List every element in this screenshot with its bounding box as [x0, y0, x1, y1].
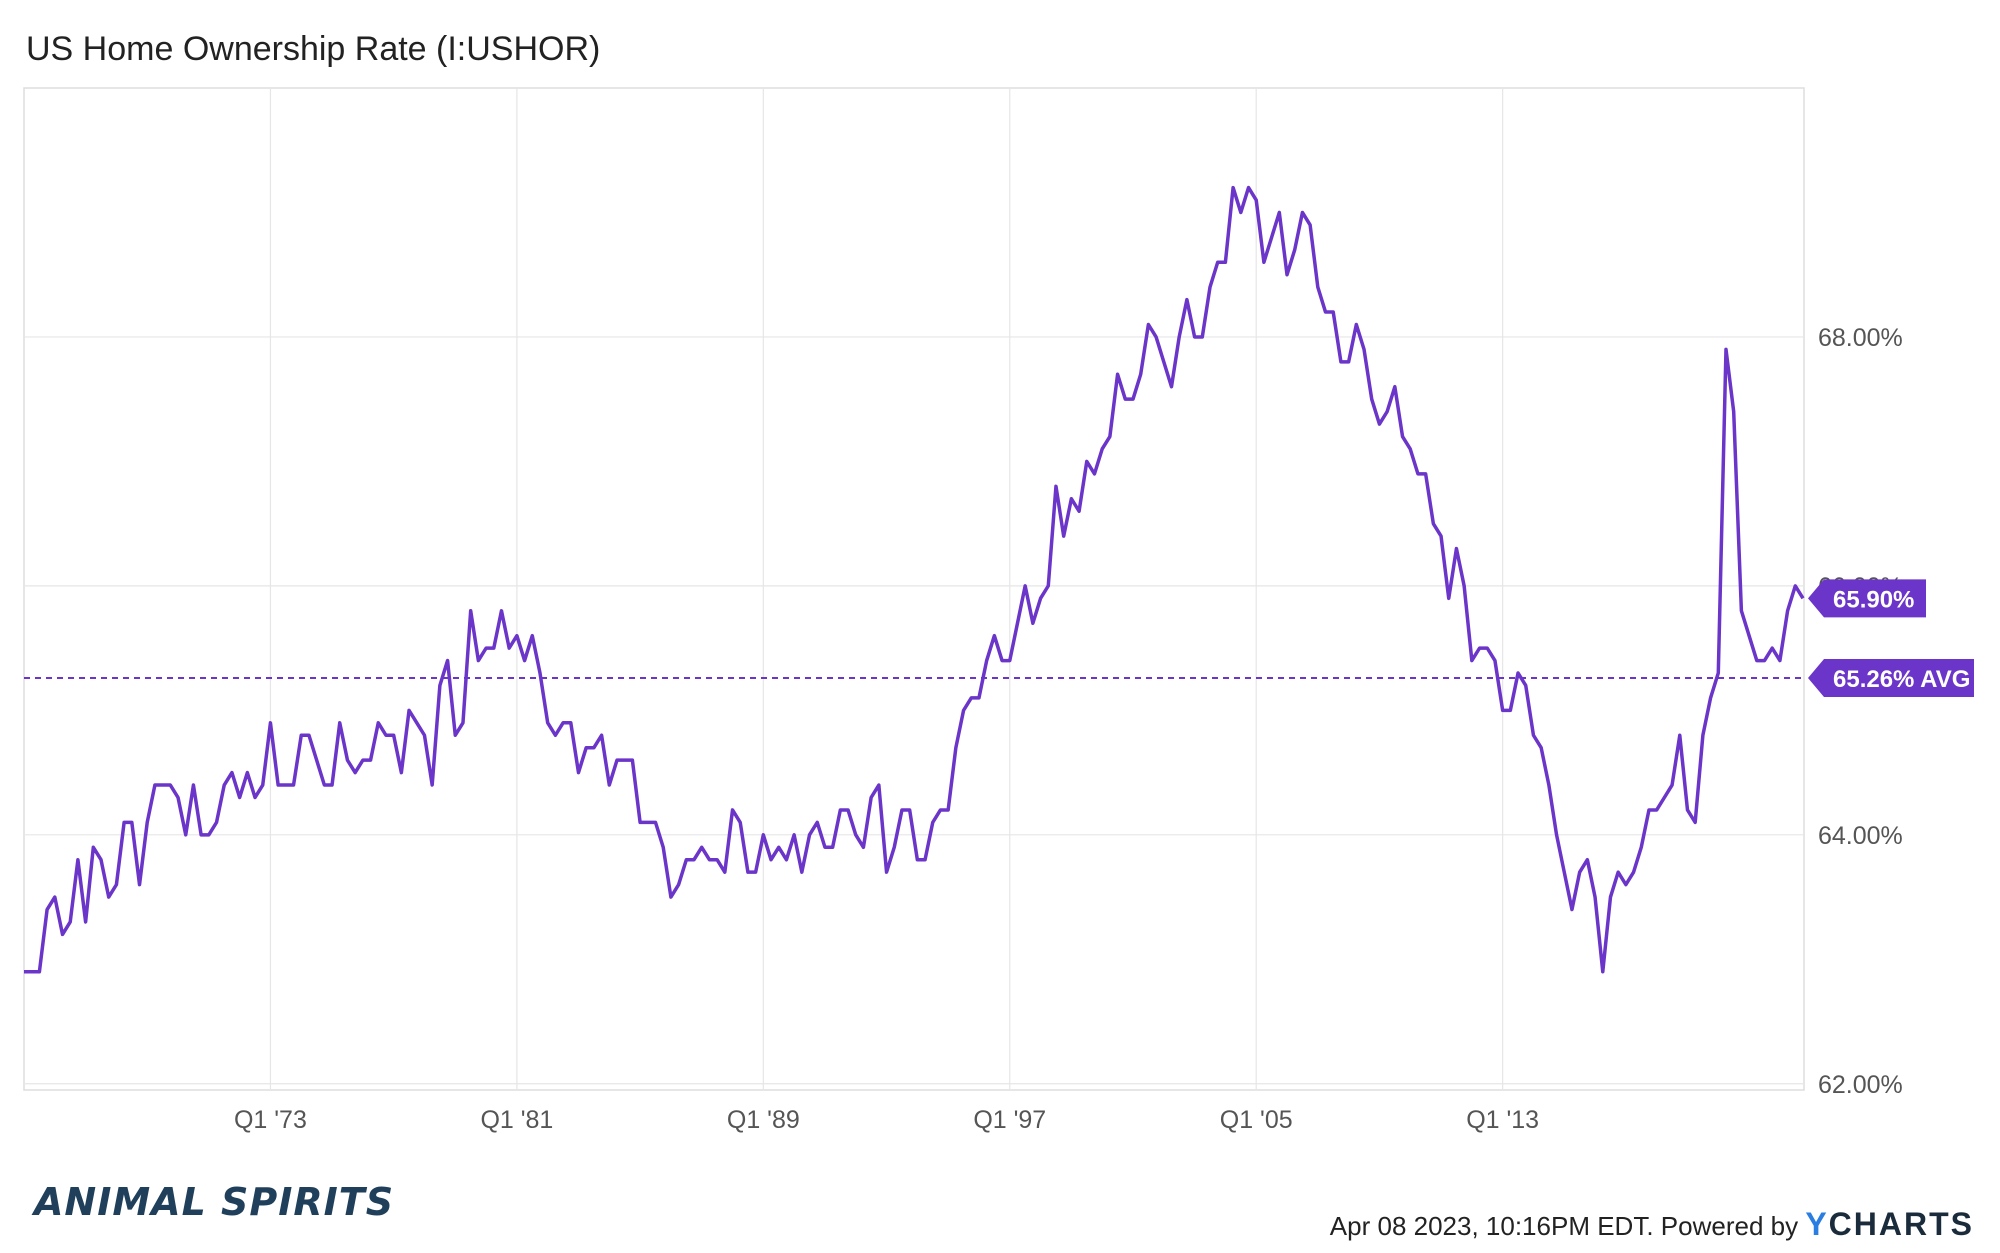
x-tick-label: Q1 '81 — [480, 1106, 553, 1134]
footer-credit: Apr 08 2023, 10:16PM EDT. Powered by YCH… — [1330, 1206, 1974, 1243]
average-flag: 65.26% AVG — [1808, 658, 1974, 697]
ycharts-logo-text: CHARTS — [1828, 1206, 1974, 1242]
average-flag-shape — [1808, 658, 1974, 697]
footer-timestamp: Apr 08 2023, 10:16PM EDT. — [1329, 1211, 1654, 1241]
average-value-label: 65.26% AVG — [1833, 666, 1970, 693]
current-value-label: 65.90% — [1833, 586, 1914, 613]
chart-title: US Home Ownership Rate (I:USHOR) — [26, 30, 601, 68]
y-tick-label: 62.00% — [1818, 1071, 1903, 1099]
current-value-flag-shape — [1808, 579, 1926, 618]
grid-lines — [24, 88, 1804, 1090]
y-tick-label: 64.00% — [1818, 822, 1903, 850]
current-value-flag: 65.90% — [1808, 579, 1926, 618]
footer-powered-by: Powered by — [1660, 1211, 1799, 1241]
animal-spirits-logo: ANIMAL SPIRITS — [34, 1180, 395, 1224]
ycharts-logo-y: Y — [1805, 1206, 1829, 1242]
ycharts-logo[interactable]: YCHARTS — [1805, 1206, 1974, 1242]
x-tick-label: Q1 '97 — [973, 1106, 1046, 1134]
plot-frame — [23, 87, 1805, 1091]
x-tick-label: Q1 '05 — [1220, 1106, 1293, 1134]
y-tick-label: 68.00% — [1818, 324, 1903, 352]
x-tick-label: Q1 '13 — [1466, 1106, 1539, 1134]
x-tick-label: Q1 '73 — [234, 1106, 307, 1134]
series-line — [24, 185, 1805, 974]
x-tick-label: Q1 '89 — [727, 1106, 800, 1134]
